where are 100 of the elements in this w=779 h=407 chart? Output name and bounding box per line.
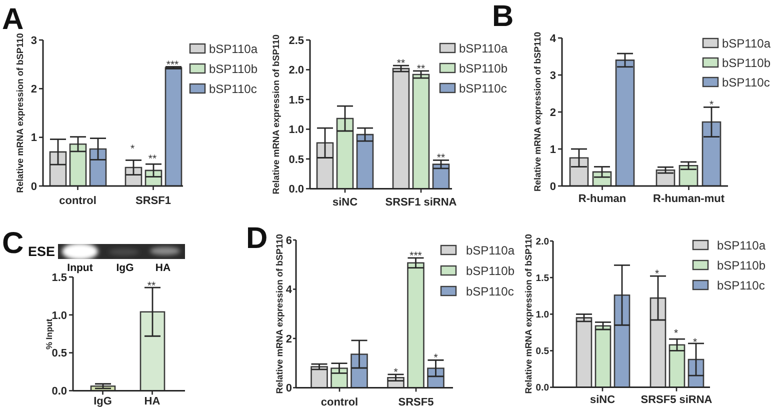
bar (569, 156, 589, 186)
y-tick-label: 2.0 (288, 64, 304, 77)
text: IgG (116, 262, 134, 274)
text: D (246, 222, 268, 255)
x-tick-label: control (320, 396, 358, 407)
annotation: * (674, 328, 678, 340)
x-tick-label: R-human-mut (653, 192, 725, 204)
x-tick-label: IgG (94, 396, 112, 407)
annotation: * (130, 143, 135, 156)
y-tick-label: 0.0 (536, 382, 549, 394)
y-tick-label: 4 (286, 284, 293, 296)
bar (688, 358, 704, 387)
x-tick-label: SRSF1 (136, 194, 171, 207)
text: HA (155, 262, 171, 274)
y-tick-label: 2.5 (288, 34, 304, 47)
legend-label: bSP110a (459, 41, 508, 56)
bar (350, 354, 368, 388)
bar (668, 344, 686, 387)
y-tick-label: 1.5 (536, 272, 550, 284)
y-axis-title: Relative mRNA expression of bSP110 (524, 234, 534, 394)
legend-label: bSP110a (717, 238, 766, 252)
y-tick-label: 1 (550, 144, 556, 156)
x-tick-label: HA (144, 396, 160, 407)
x-tick-label: SRSF5 (398, 396, 434, 407)
y-tick-label: 2 (550, 106, 556, 119)
y-tick-label: 1.5 (52, 272, 68, 284)
bar (164, 67, 182, 186)
bar (594, 324, 612, 387)
annotation: ** (148, 153, 157, 166)
bar (407, 262, 424, 388)
y-axis-title: Relative mRNA expression of bSP110 (274, 234, 284, 394)
annotation: * (394, 366, 398, 378)
y-tick-label: 1 (30, 132, 37, 144)
legend-label: bSP110a (722, 36, 771, 50)
bar (650, 297, 666, 387)
bar (615, 59, 635, 186)
bar (336, 118, 354, 189)
y-tick-label: 0.5 (536, 346, 550, 357)
y-tick-label: 4 (550, 32, 557, 45)
legend-label: bSP110a (209, 42, 258, 56)
text: Input (67, 262, 94, 274)
bar (310, 366, 328, 388)
y-tick-label: 6 (286, 234, 292, 247)
legend-label: bSP110c (466, 284, 514, 298)
y-tick-label: 0 (550, 180, 556, 193)
bar (678, 164, 698, 186)
x-tick-label: R-human (578, 192, 626, 204)
y-tick-label: 0 (286, 382, 292, 395)
text: ESE (28, 244, 56, 259)
y-tick-label: 0.5 (52, 348, 68, 360)
bar (330, 368, 348, 388)
y-tick-label: 3 (550, 70, 556, 82)
annotation: * (434, 352, 438, 364)
annotation: * (654, 268, 660, 280)
annotation: * (709, 98, 714, 111)
text: B (492, 0, 514, 33)
x-tick-label: control (59, 194, 96, 207)
annotation: ** (147, 280, 156, 292)
y-axis-title: % Input (44, 318, 54, 350)
legend-label: bSP110c (459, 81, 507, 96)
y-tick-label: 0.0 (288, 184, 304, 196)
bar (356, 134, 374, 189)
bar (614, 294, 630, 387)
bar (702, 121, 722, 186)
bar (432, 164, 450, 189)
annotation: ** (396, 58, 406, 70)
y-tick-label: 2 (286, 333, 292, 346)
annotation: * (692, 336, 698, 349)
legend-label: bSP110b (459, 61, 508, 76)
annotation: *** (166, 58, 179, 71)
annotation: *** (410, 250, 422, 262)
legend-label: bSP110b (717, 258, 766, 272)
y-tick-label: 0.0 (52, 386, 68, 398)
x-tick-label: SRSF1 siRNA (385, 196, 457, 208)
bar (69, 143, 87, 186)
y-tick-label: 1.0 (288, 124, 304, 136)
legend-label: bSP110b (722, 56, 771, 70)
y-tick-label: 0.5 (288, 154, 304, 166)
text: C (2, 227, 24, 260)
x-tick-label: siNC (332, 196, 358, 208)
legend-label: bSP110c (722, 75, 770, 90)
bar (392, 68, 410, 189)
x-tick-label: SRSF5 siRNA (640, 394, 712, 406)
y-tick-label: 0 (30, 180, 37, 193)
y-axis-title: Relative mRNA expression of bSP110 (15, 33, 25, 193)
legend-label: bSP110a (466, 243, 515, 258)
bar (576, 316, 592, 387)
y-axis-title: Relative mRNA expression of bSP110 (532, 32, 542, 192)
bar (89, 148, 107, 186)
bar (316, 142, 334, 189)
x-tick-label: siNC (590, 394, 616, 406)
legend-label: bSP110b (209, 62, 258, 76)
bar (656, 169, 676, 186)
y-tick-label: 2.0 (536, 236, 549, 248)
y-tick-label: 3 (30, 34, 37, 47)
y-tick-label: 2 (30, 84, 37, 96)
bar (412, 74, 430, 189)
annotation: ** (436, 152, 446, 164)
legend-label: bSP110b (466, 264, 515, 278)
y-tick-label: 1.0 (536, 309, 549, 320)
